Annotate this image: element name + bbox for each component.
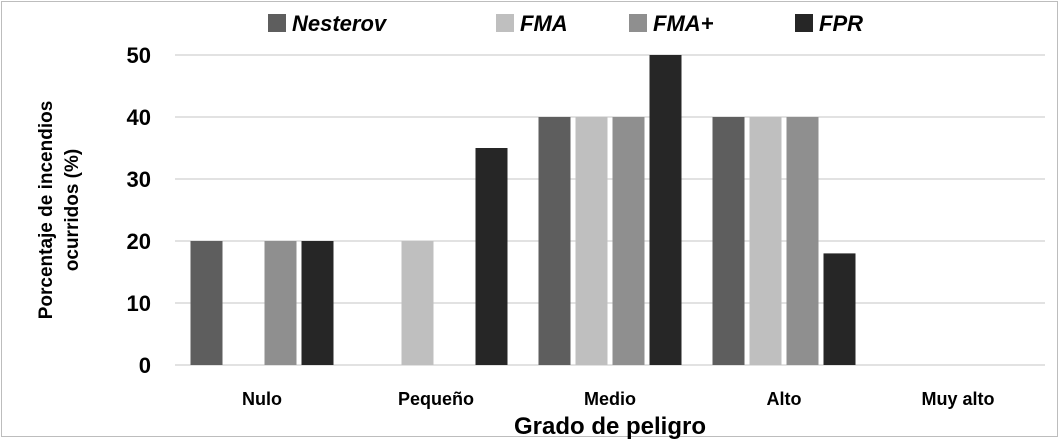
legend-label: FMA+ [653,11,714,36]
bar [749,117,782,365]
bar [712,117,745,365]
y-axis-title: Porcentaje de incendios ocurridos (%) [36,101,83,320]
y-tick-label: 20 [127,229,151,254]
x-tick-label: Alto [767,389,802,409]
bar [264,241,297,365]
legend-swatch [496,14,514,32]
bar [612,117,645,365]
legend-swatch [795,14,813,32]
legend-swatch [629,14,647,32]
y-axis-title-line: Porcentaje de incendios [36,101,57,320]
y-tick-label: 0 [139,353,151,378]
legend-label: FMA [520,11,568,36]
y-axis-title-line: ocurridos (%) [62,149,83,271]
x-tick-label: Muy alto [921,389,994,409]
bar [538,117,571,365]
y-tick-label: 40 [127,105,151,130]
legend-label: Nesterov [292,11,388,36]
bar [575,117,608,365]
bar [301,241,334,365]
legend-swatch [268,14,286,32]
x-tick-label: Pequeño [398,389,474,409]
bar [475,148,508,365]
bar [649,55,682,365]
x-tick-label: Medio [584,389,636,409]
y-tick-label: 50 [127,43,151,68]
bar [190,241,223,365]
bar [401,241,434,365]
bar [786,117,819,365]
legend-label: FPR [819,11,863,36]
y-tick-label: 30 [127,167,151,192]
x-axis-title: Grado de peligro [514,413,706,440]
bar [823,253,856,365]
x-tick-label: Nulo [242,389,282,409]
y-tick-label: 10 [127,291,151,316]
